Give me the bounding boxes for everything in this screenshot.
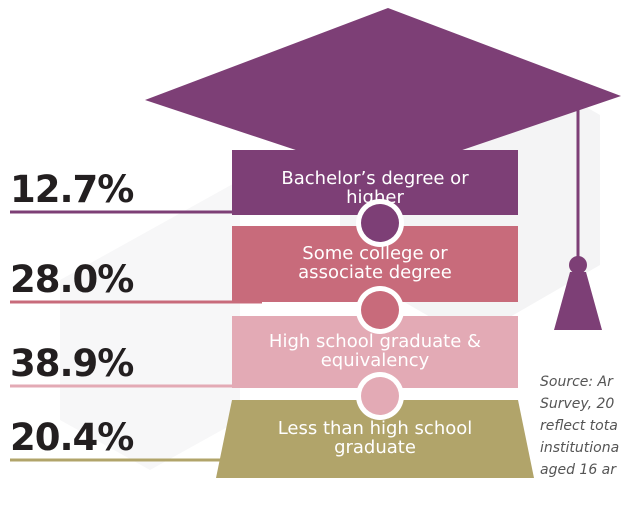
tassel-knot (569, 256, 587, 274)
page: {"chart_data": {"type": "puzzle", "categ… (0, 0, 621, 529)
puzzle-knob-neck (366, 211, 394, 223)
value-label: 38.9% (10, 342, 133, 385)
puzzle-knob-neck (366, 384, 394, 396)
value-label: 20.4% (10, 416, 133, 459)
value-label: 12.7% (10, 168, 133, 211)
source-note: institutiona (540, 440, 619, 456)
category-label: Bachelor’s degree or higher (260, 169, 490, 207)
category-label: Less than high school graduate (260, 419, 490, 457)
source-note: reflect tota (540, 418, 618, 434)
puzzle-knob-neck (366, 298, 394, 310)
source-note: aged 16 ar (540, 462, 616, 478)
value-label: 28.0% (10, 258, 133, 301)
category-label: High school graduate & equivalency (260, 332, 490, 370)
source-note: Survey, 20 (540, 396, 614, 412)
source-note: Source: Ar (540, 374, 613, 390)
category-label: Some college or associate degree (260, 244, 490, 282)
